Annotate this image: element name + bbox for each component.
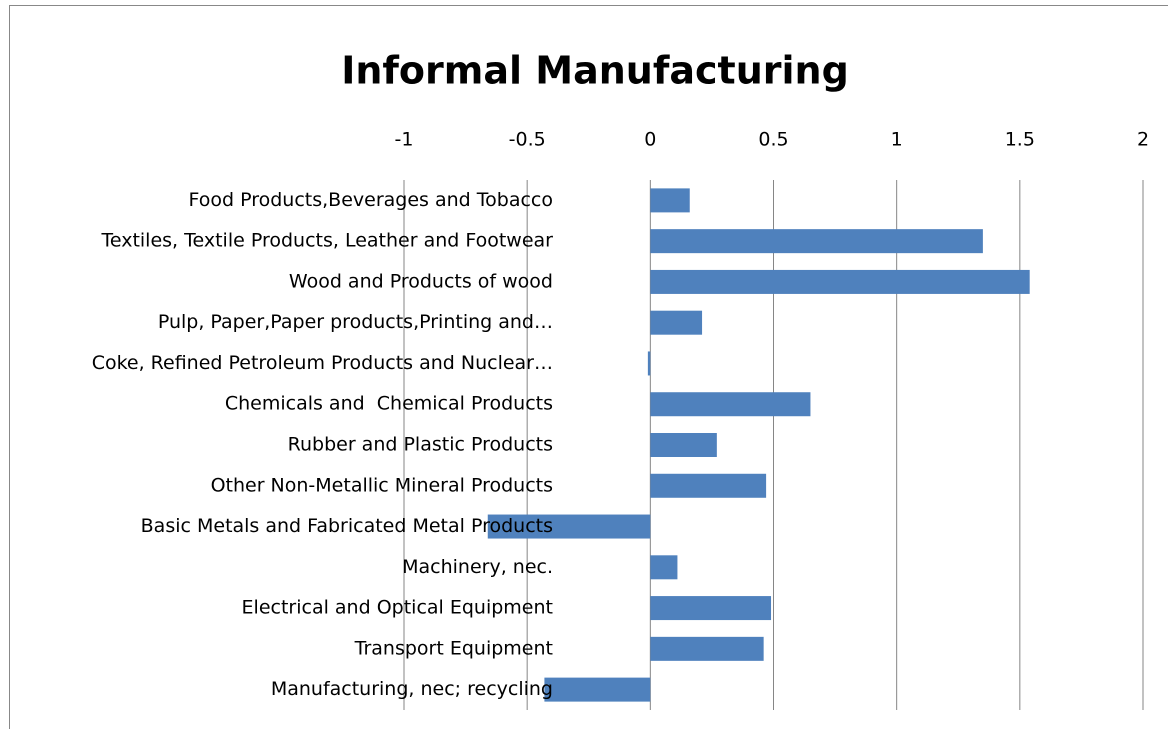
y-tick-label: Other Non-Metallic Mineral Products xyxy=(211,474,553,496)
bar xyxy=(650,555,678,580)
x-tick-label: -1 xyxy=(395,129,414,151)
chart-frame xyxy=(9,5,1168,729)
x-tick-label: -0.5 xyxy=(509,129,546,151)
y-tick-label: Coke, Refined Petroleum Products and Nuc… xyxy=(92,352,553,374)
bar xyxy=(650,473,767,498)
bar xyxy=(650,596,772,621)
x-tick-label: 0 xyxy=(644,129,656,151)
y-tick-label: Machinery, nec. xyxy=(402,556,553,578)
bar xyxy=(650,433,717,457)
y-tick-label: Textiles, Textile Products, Leather and … xyxy=(100,230,553,252)
x-tick-label: 1.5 xyxy=(1005,129,1035,151)
bar xyxy=(650,310,703,335)
y-tick-label: Manufacturing, nec; recycling xyxy=(271,678,553,700)
y-tick-label: Electrical and Optical Equipment xyxy=(242,597,553,619)
bar xyxy=(647,351,651,376)
y-tick-label: Pulp, Paper,Paper products,Printing and… xyxy=(158,311,553,333)
bar xyxy=(650,188,690,213)
x-tick-label: 2 xyxy=(1137,129,1149,151)
y-tick-label: Wood and Products of wood xyxy=(289,270,553,292)
y-tick-label: Transport Equipment xyxy=(354,637,553,659)
bar xyxy=(487,514,651,539)
y-tick-label: Basic Metals and Fabricated Metal Produc… xyxy=(141,515,553,537)
y-tick-label: Food Products,Beverages and Tobacco xyxy=(189,189,554,211)
bar xyxy=(650,229,983,254)
x-tick-label: 0.5 xyxy=(758,129,788,151)
chart-title: Informal Manufacturing xyxy=(341,49,849,93)
y-tick-label: Chemicals and Chemical Products xyxy=(225,393,553,415)
bar xyxy=(650,269,1030,294)
bar xyxy=(650,392,811,417)
y-tick-label: Rubber and Plastic Products xyxy=(288,434,553,456)
bar xyxy=(650,636,764,661)
x-tick-label: 1 xyxy=(891,129,903,151)
bar xyxy=(544,677,651,702)
